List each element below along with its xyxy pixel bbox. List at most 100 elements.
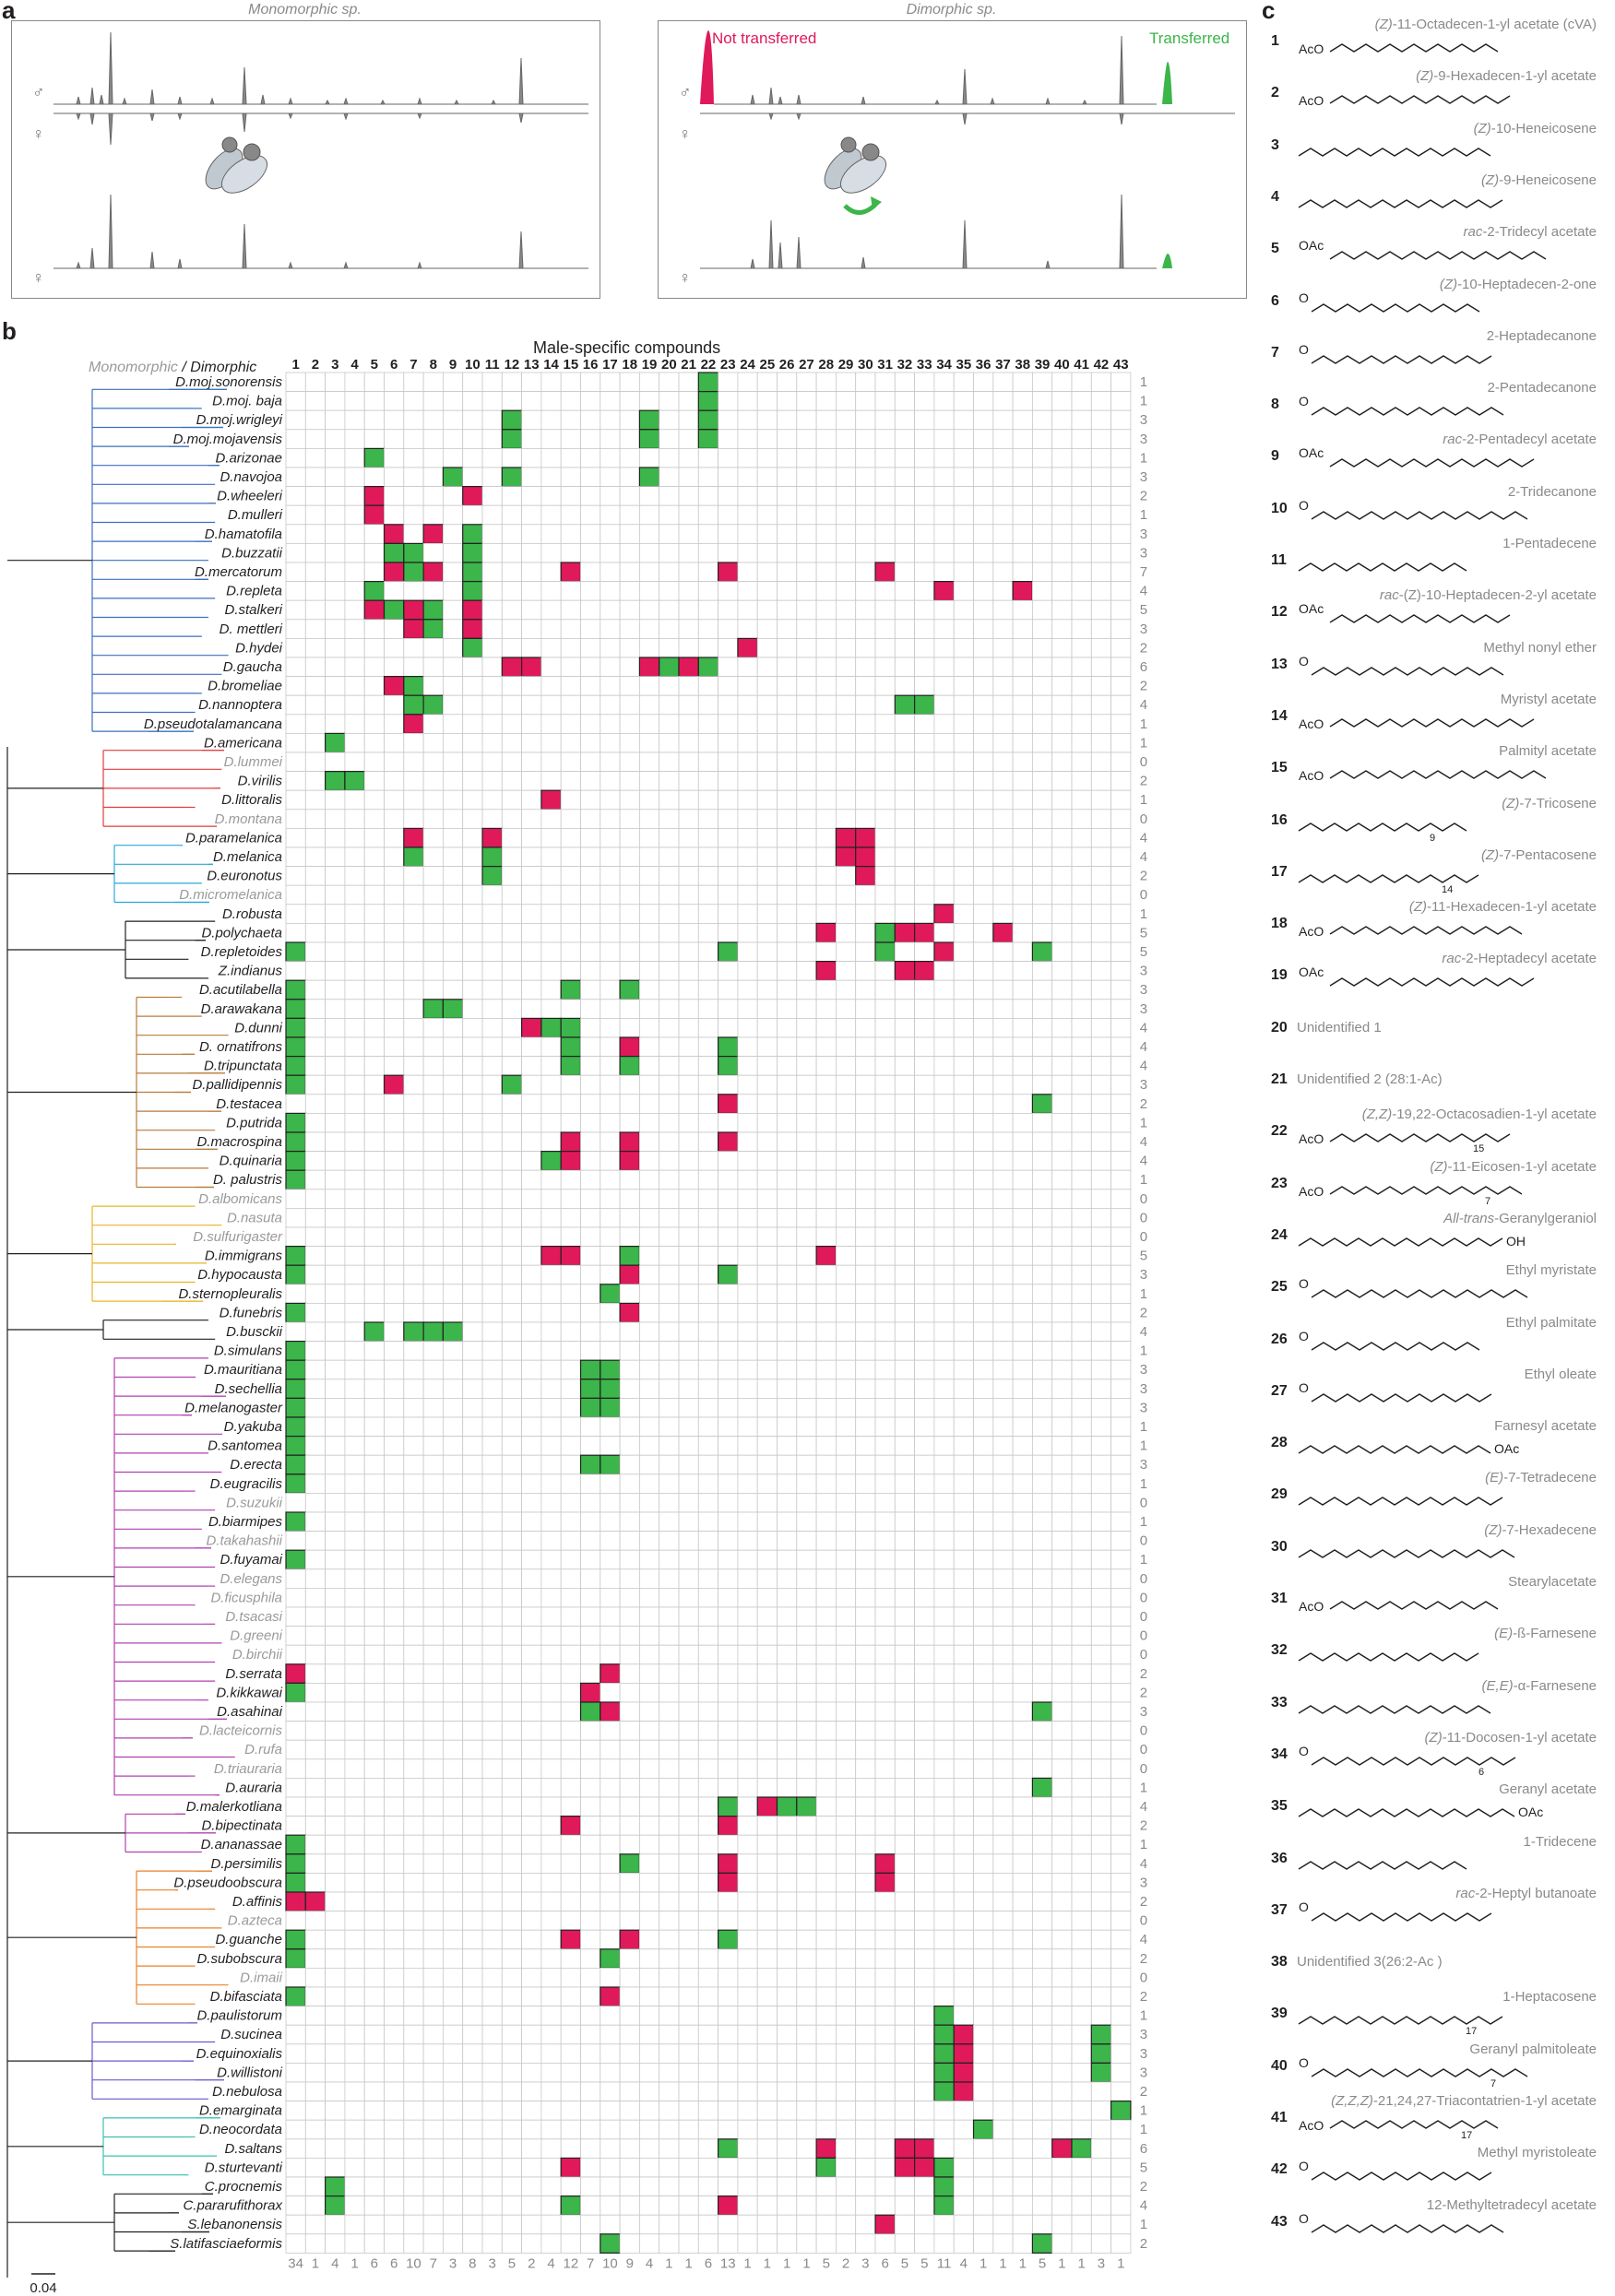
cell-empty <box>501 1778 522 1798</box>
cell-empty <box>540 1873 562 1893</box>
cell-empty <box>914 1778 935 1798</box>
cell-empty <box>639 391 660 411</box>
cell-empty <box>619 1321 640 1343</box>
cell-empty <box>737 1834 758 1855</box>
cell-empty <box>659 1986 680 2007</box>
cell-green <box>285 1340 306 1361</box>
cell-empty <box>992 1094 1014 1114</box>
cell-empty <box>384 581 405 601</box>
cell-empty <box>403 657 424 678</box>
cell-empty <box>777 1986 798 2007</box>
cell-empty <box>1110 1816 1132 1836</box>
species-count: 2 <box>1140 869 1147 884</box>
cell-empty <box>855 1606 876 1627</box>
cell-empty <box>384 2043 405 2064</box>
cell-empty <box>659 1739 680 1760</box>
cell-empty <box>501 1911 522 1931</box>
compound-stereo: (Z) <box>1374 17 1393 32</box>
cell-empty <box>442 1493 464 1513</box>
cell-empty <box>363 1758 385 1779</box>
compound-name-text: -11-Hexadecen-1-yl acetate <box>1427 899 1597 916</box>
cell-empty <box>914 1379 935 1399</box>
cell-empty <box>540 1758 562 1779</box>
cell-empty <box>521 599 542 621</box>
cell-empty <box>462 1246 483 1266</box>
cell-empty <box>560 467 581 488</box>
cell-empty <box>796 941 817 963</box>
cell-empty <box>1012 657 1033 678</box>
cell-empty <box>678 2006 699 2026</box>
cell-empty <box>659 714 680 734</box>
cell-empty <box>462 657 483 678</box>
cell-empty <box>1110 486 1132 506</box>
cell-empty <box>659 2024 680 2045</box>
cell-empty <box>501 1683 522 1703</box>
cell-empty <box>1032 1284 1053 1304</box>
cell-green <box>325 770 346 791</box>
cell-empty <box>285 866 306 886</box>
cell-empty <box>855 961 876 981</box>
cell-red <box>933 904 955 924</box>
cell-empty <box>501 447 522 468</box>
cell-empty <box>540 2214 562 2235</box>
cell-green <box>933 2195 955 2216</box>
species-count: 1 <box>1140 1419 1147 1435</box>
cell-empty <box>1110 1948 1132 1969</box>
cell-empty <box>619 2119 640 2140</box>
compound-number: 22 <box>1271 1123 1288 1140</box>
cell-empty <box>973 1511 994 1533</box>
cell-empty <box>540 733 562 753</box>
cell-empty <box>1032 2176 1053 2197</box>
cell-empty <box>737 1284 758 1304</box>
cell-empty <box>422 752 444 773</box>
cell-empty <box>580 581 601 601</box>
cell-empty <box>1090 2176 1112 2197</box>
cell-empty <box>422 1094 444 1114</box>
cell-empty <box>521 999 542 1019</box>
structure-group-label: AcO <box>1299 768 1324 783</box>
cell-empty <box>953 1986 974 2007</box>
cell-empty <box>580 562 601 583</box>
cell-empty <box>678 1891 699 1912</box>
cell-empty <box>933 1416 955 1438</box>
cell-empty <box>344 809 365 829</box>
cell-empty <box>953 1929 974 1950</box>
cell-empty <box>678 1036 699 1058</box>
cell-green <box>403 675 424 696</box>
cell-empty <box>659 409 680 431</box>
cell-empty <box>678 486 699 506</box>
cell-red <box>560 1815 582 1836</box>
cell-empty <box>1090 1967 1112 1988</box>
cell-empty <box>639 1341 660 1361</box>
cell-empty <box>836 2157 857 2178</box>
cell-empty <box>344 409 365 431</box>
cell-empty <box>777 2214 798 2235</box>
cell-empty <box>363 1493 385 1513</box>
cell-empty <box>344 1683 365 1703</box>
cell-empty <box>600 923 621 943</box>
cell-empty <box>697 1967 718 1988</box>
compound-name: (Z)-11-Octadecen-1-yl acetate (cVA) <box>1375 17 1597 32</box>
cell-empty <box>718 1626 739 1646</box>
cell-empty <box>992 1986 1014 2007</box>
cell-empty <box>973 504 994 526</box>
cell-empty <box>737 789 758 811</box>
cell-empty <box>855 1663 876 1684</box>
cell-empty <box>363 1644 385 1665</box>
cell-empty <box>442 1056 464 1076</box>
species-count: 2 <box>1140 1818 1147 1834</box>
cell-empty <box>973 694 994 716</box>
cell-empty <box>442 1473 464 1494</box>
cell-empty <box>344 1493 365 1513</box>
cell-empty <box>737 1094 758 1114</box>
cell-empty <box>894 1321 915 1343</box>
cell-empty <box>855 581 876 601</box>
cell-empty <box>403 1778 424 1798</box>
compound-name: (Z)-10-Heneicosene <box>1474 121 1597 136</box>
cell-empty <box>481 638 503 658</box>
cell-empty <box>1110 1473 1132 1494</box>
cell-empty <box>1071 1511 1092 1533</box>
compound-header-25: 25 <box>760 357 776 373</box>
cell-empty <box>403 941 424 963</box>
cell-empty <box>678 999 699 1019</box>
